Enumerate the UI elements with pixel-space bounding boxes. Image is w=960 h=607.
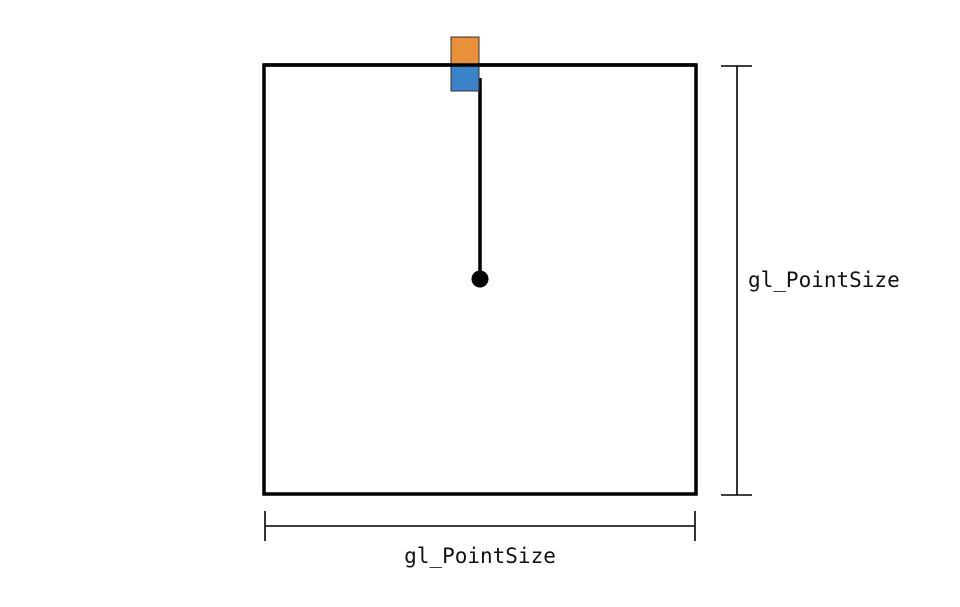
- center-dot: [471, 270, 489, 288]
- width-dimension: [264, 511, 696, 541]
- blue-pixel-square: [450, 64, 480, 92]
- width-label: gl_PointSize: [404, 544, 556, 568]
- height-dimension: [721, 65, 752, 496]
- height-label: gl_PointSize: [748, 268, 900, 292]
- orange-pixel-square: [450, 36, 480, 65]
